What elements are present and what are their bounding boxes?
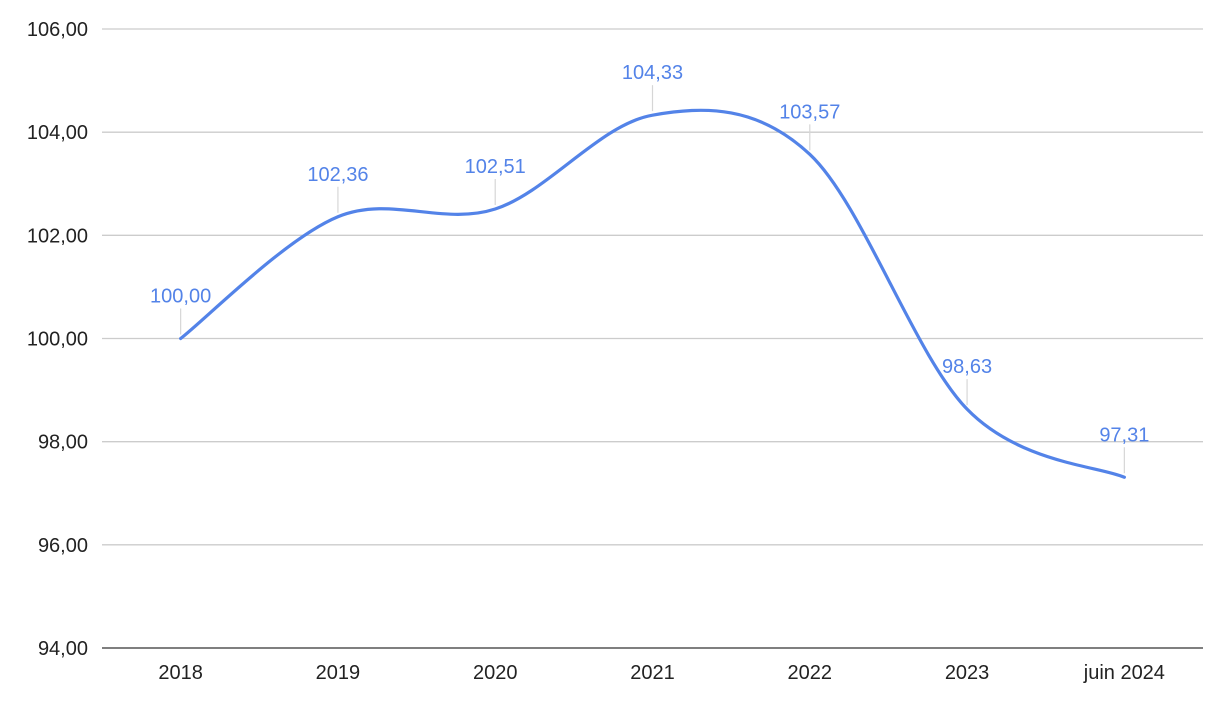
x-tick-label: 2022: [788, 662, 833, 684]
y-tick-label: 98,00: [38, 432, 88, 454]
y-tick-label: 106,00: [27, 19, 88, 41]
data-label: 97,31: [1099, 424, 1149, 446]
x-tick-label: 2021: [630, 662, 675, 684]
data-label: 104,33: [622, 62, 683, 84]
data-label: 100,00: [150, 286, 211, 308]
y-tick-label: 96,00: [38, 535, 88, 557]
x-tick-label: 2023: [945, 662, 990, 684]
data-labels: 100,00 102,36 102,51 104,33 103,57 98,63 97,31: [150, 62, 1149, 474]
x-axis-tick-labels: 2018 2019 2020 2021 2022 2023 juin 2024: [158, 662, 1165, 684]
y-tick-label: 94,00: [38, 638, 88, 660]
data-label: 102,51: [465, 156, 526, 178]
series-group: [179, 108, 1126, 479]
data-label: 102,36: [307, 164, 368, 186]
data-label: 98,63: [942, 356, 992, 378]
y-axis-tick-labels: 94,00 96,00 98,00 100,00 102,00 104,00 106,00: [27, 19, 88, 660]
x-tick-label: 2020: [473, 662, 518, 684]
x-tick-label: 2019: [316, 662, 361, 684]
x-tick-label: 2018: [158, 662, 203, 684]
x-tick-label: juin 2024: [1083, 662, 1165, 684]
gridlines: [102, 28, 1203, 649]
y-tick-label: 100,00: [27, 329, 88, 351]
series-line: [179, 108, 1126, 479]
data-label: 103,57: [779, 101, 840, 123]
y-tick-label: 104,00: [27, 122, 88, 144]
y-tick-label: 102,00: [27, 225, 88, 247]
